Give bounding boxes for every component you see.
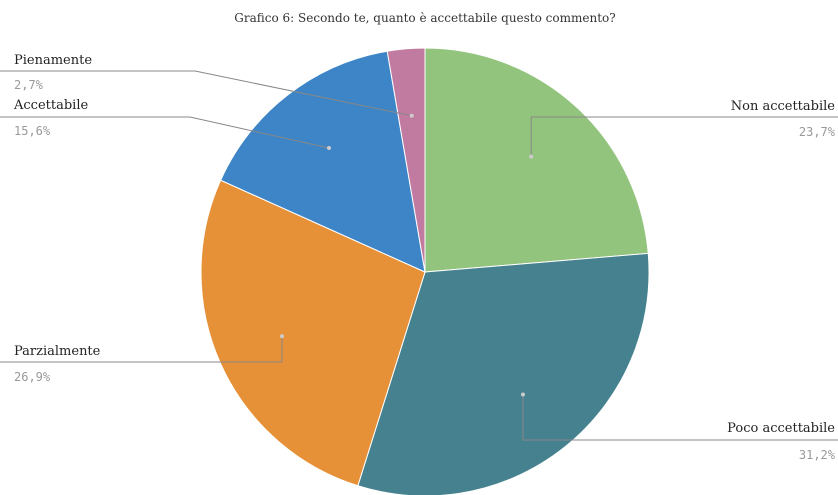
slice-label: Accettabile — [13, 98, 88, 113]
leader-dot — [326, 146, 331, 151]
chart-title: Grafico 6: Secondo te, quanto è accettab… — [234, 11, 615, 25]
leader-dot — [520, 392, 525, 397]
slice-value-label: 31,2% — [799, 448, 836, 462]
pie-slice — [386, 47, 426, 273]
slice-value-label: 23,7% — [799, 125, 836, 139]
leader-line — [0, 70, 412, 117]
pie-slice — [220, 50, 426, 273]
leader-dot — [529, 154, 534, 159]
leader-line — [0, 116, 330, 149]
leader-dot — [409, 113, 414, 118]
pie-slice — [200, 179, 426, 487]
pie-slice — [424, 47, 649, 273]
slice-value-label: 2,7% — [14, 78, 44, 92]
slice-value-label: 15,6% — [14, 124, 51, 138]
leader-dot — [279, 334, 284, 339]
slice-label: Non accettabile — [731, 99, 836, 114]
leader-line — [530, 116, 838, 157]
slice-label: Parzialmente — [14, 344, 101, 359]
leader-line — [0, 336, 283, 363]
slice-label: Poco accettabile — [727, 421, 835, 436]
pie-slice — [357, 252, 650, 495]
leader-line — [522, 394, 838, 441]
slice-value-label: 26,9% — [14, 370, 51, 384]
slice-label: Pienamente — [14, 53, 92, 68]
